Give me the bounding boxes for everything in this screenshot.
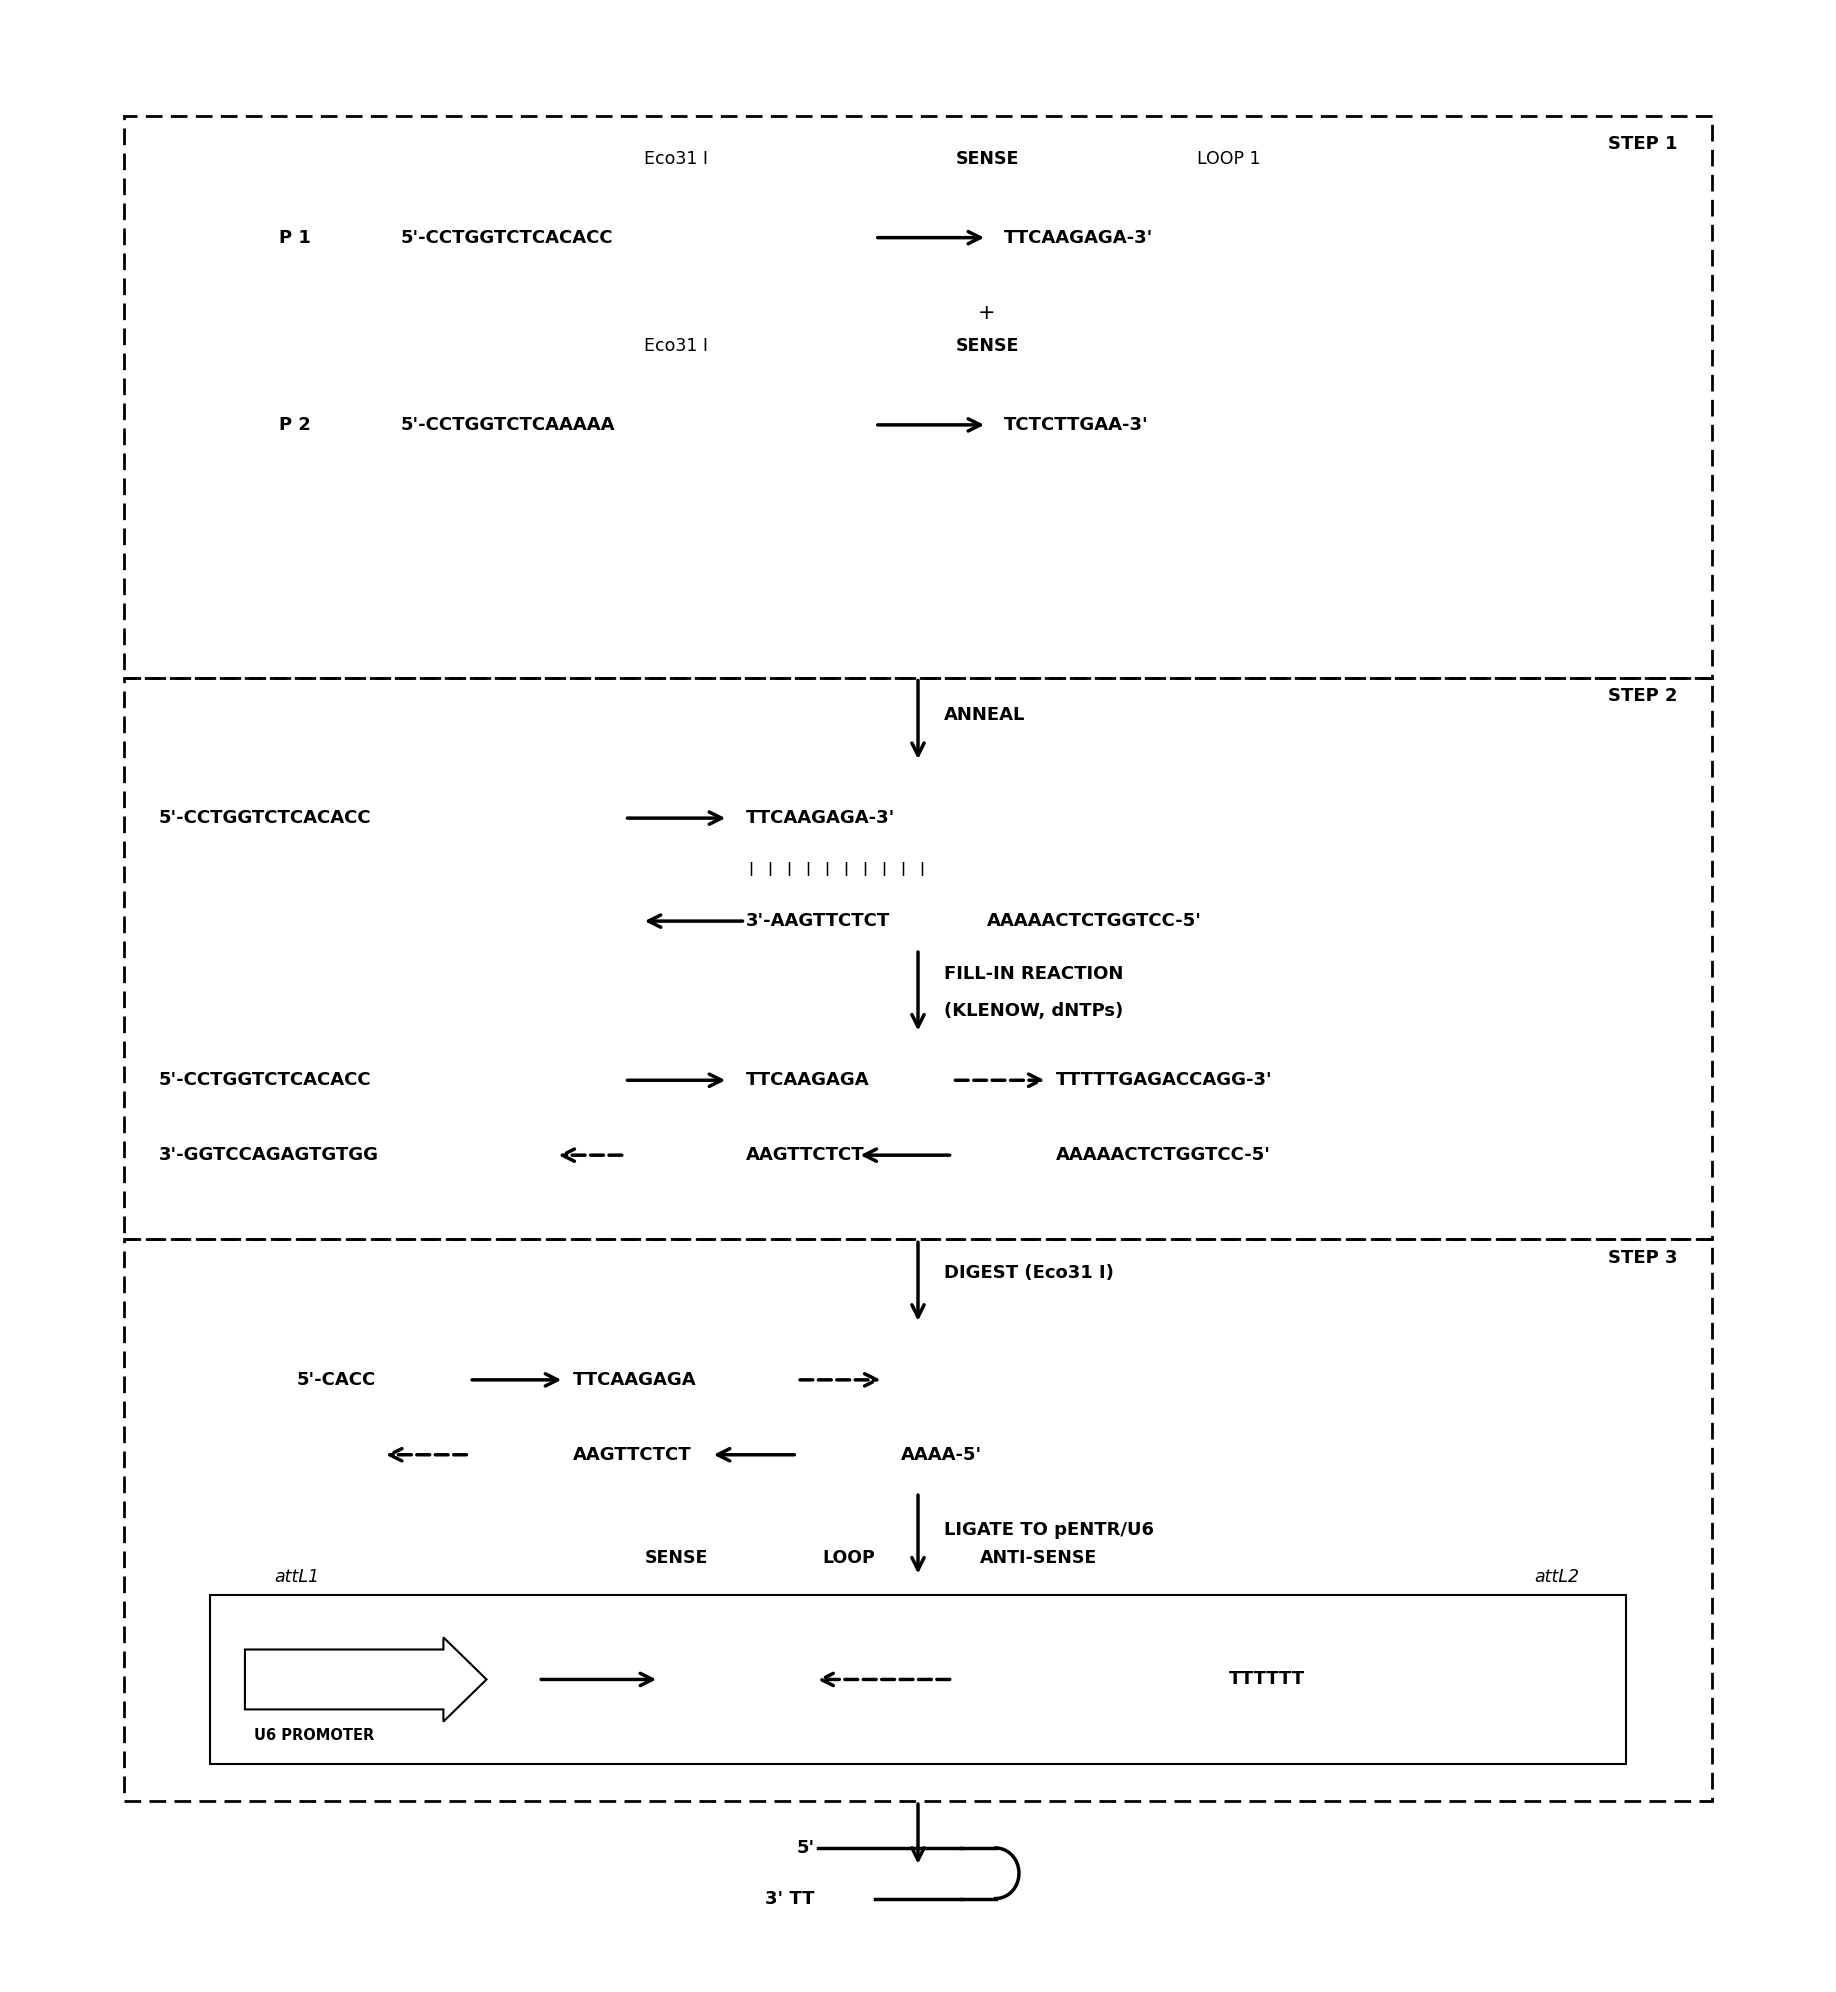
Text: TTCAAGAGA-3': TTCAAGAGA-3' [745, 809, 894, 827]
Text: 5'-CACC: 5'-CACC [297, 1370, 376, 1388]
Text: AAAAACTCTGGTCC-5': AAAAACTCTGGTCC-5' [1056, 1145, 1271, 1163]
Text: 3' TT: 3' TT [766, 1890, 815, 1908]
Text: |: | [881, 863, 887, 876]
Text: TTCAAGAGA: TTCAAGAGA [745, 1072, 868, 1090]
Text: |: | [824, 863, 830, 876]
Text: attL1: attL1 [274, 1568, 319, 1586]
Text: ANNEAL: ANNEAL [944, 705, 1024, 725]
Text: AAAAACTCTGGTCC-5': AAAAACTCTGGTCC-5' [988, 912, 1203, 930]
Text: AAGTTCTCT: AAGTTCTCT [573, 1446, 692, 1464]
Text: |: | [804, 863, 810, 876]
Text: |: | [900, 863, 905, 876]
Text: |: | [920, 863, 924, 876]
Text: LOOP 1: LOOP 1 [1197, 149, 1259, 167]
Text: ANTI-SENSE: ANTI-SENSE [980, 1550, 1098, 1568]
Text: SENSE: SENSE [955, 337, 1019, 355]
Text: TTCAAGAGA-3': TTCAAGAGA-3' [1004, 229, 1153, 247]
Text: |: | [747, 863, 753, 876]
Text: +: + [979, 303, 995, 323]
Text: |: | [843, 863, 848, 876]
Text: TTTTTGAGACCAGG-3': TTTTTGAGACCAGG-3' [1056, 1072, 1272, 1090]
Text: 5'-CCTGGTCTCACACC: 5'-CCTGGTCTCACACC [400, 229, 613, 247]
Text: AAAA-5': AAAA-5' [901, 1446, 982, 1464]
Text: STEP 3: STEP 3 [1608, 1249, 1678, 1267]
Text: P 2: P 2 [279, 416, 312, 434]
Text: LOOP: LOOP [823, 1550, 876, 1568]
Text: 5': 5' [797, 1839, 815, 1857]
Text: P 1: P 1 [279, 229, 312, 247]
Text: TCTCTTGAA-3': TCTCTTGAA-3' [1004, 416, 1149, 434]
Text: Eco31 I: Eco31 I [644, 337, 709, 355]
FancyArrow shape [244, 1637, 487, 1721]
Text: Eco31 I: Eco31 I [644, 149, 709, 167]
Text: |: | [767, 863, 773, 876]
Text: |: | [786, 863, 791, 876]
Text: U6 PROMOTER: U6 PROMOTER [253, 1729, 375, 1743]
Text: 3'-GGTCCAGAGTGTGG: 3'-GGTCCAGAGTGTGG [158, 1145, 378, 1163]
Text: TTTTTT: TTTTTT [1228, 1671, 1305, 1689]
Bar [125, 1239, 1711, 1801]
Text: 5'-CCTGGTCTCAAAAA: 5'-CCTGGTCTCAAAAA [400, 416, 615, 434]
Text: AAGTTCTCT: AAGTTCTCT [745, 1145, 865, 1163]
Text: SENSE: SENSE [955, 149, 1019, 167]
Text: 5'-CCTGGTCTCACACC: 5'-CCTGGTCTCACACC [158, 1072, 371, 1090]
Text: attL2: attL2 [1535, 1568, 1579, 1586]
Text: |: | [861, 863, 867, 876]
Bar [211, 1596, 1625, 1763]
Text: TTCAAGAGA: TTCAAGAGA [573, 1370, 696, 1388]
Text: SENSE: SENSE [644, 1550, 709, 1568]
Bar [125, 116, 1711, 677]
Text: LIGATE TO pENTR/U6: LIGATE TO pENTR/U6 [944, 1520, 1153, 1538]
Text: STEP 1: STEP 1 [1608, 135, 1678, 153]
Text: 3'-AAGTTCTCT: 3'-AAGTTCTCT [745, 912, 890, 930]
Text: 5'-CCTGGTCTCACACC: 5'-CCTGGTCTCACACC [158, 809, 371, 827]
Text: (KLENOW, dNTPs): (KLENOW, dNTPs) [944, 1002, 1124, 1020]
Text: FILL-IN REACTION: FILL-IN REACTION [944, 964, 1124, 982]
Bar [125, 677, 1711, 1239]
Text: STEP 2: STEP 2 [1608, 687, 1678, 705]
Text: DIGEST (Eco31 I): DIGEST (Eco31 I) [944, 1265, 1114, 1283]
